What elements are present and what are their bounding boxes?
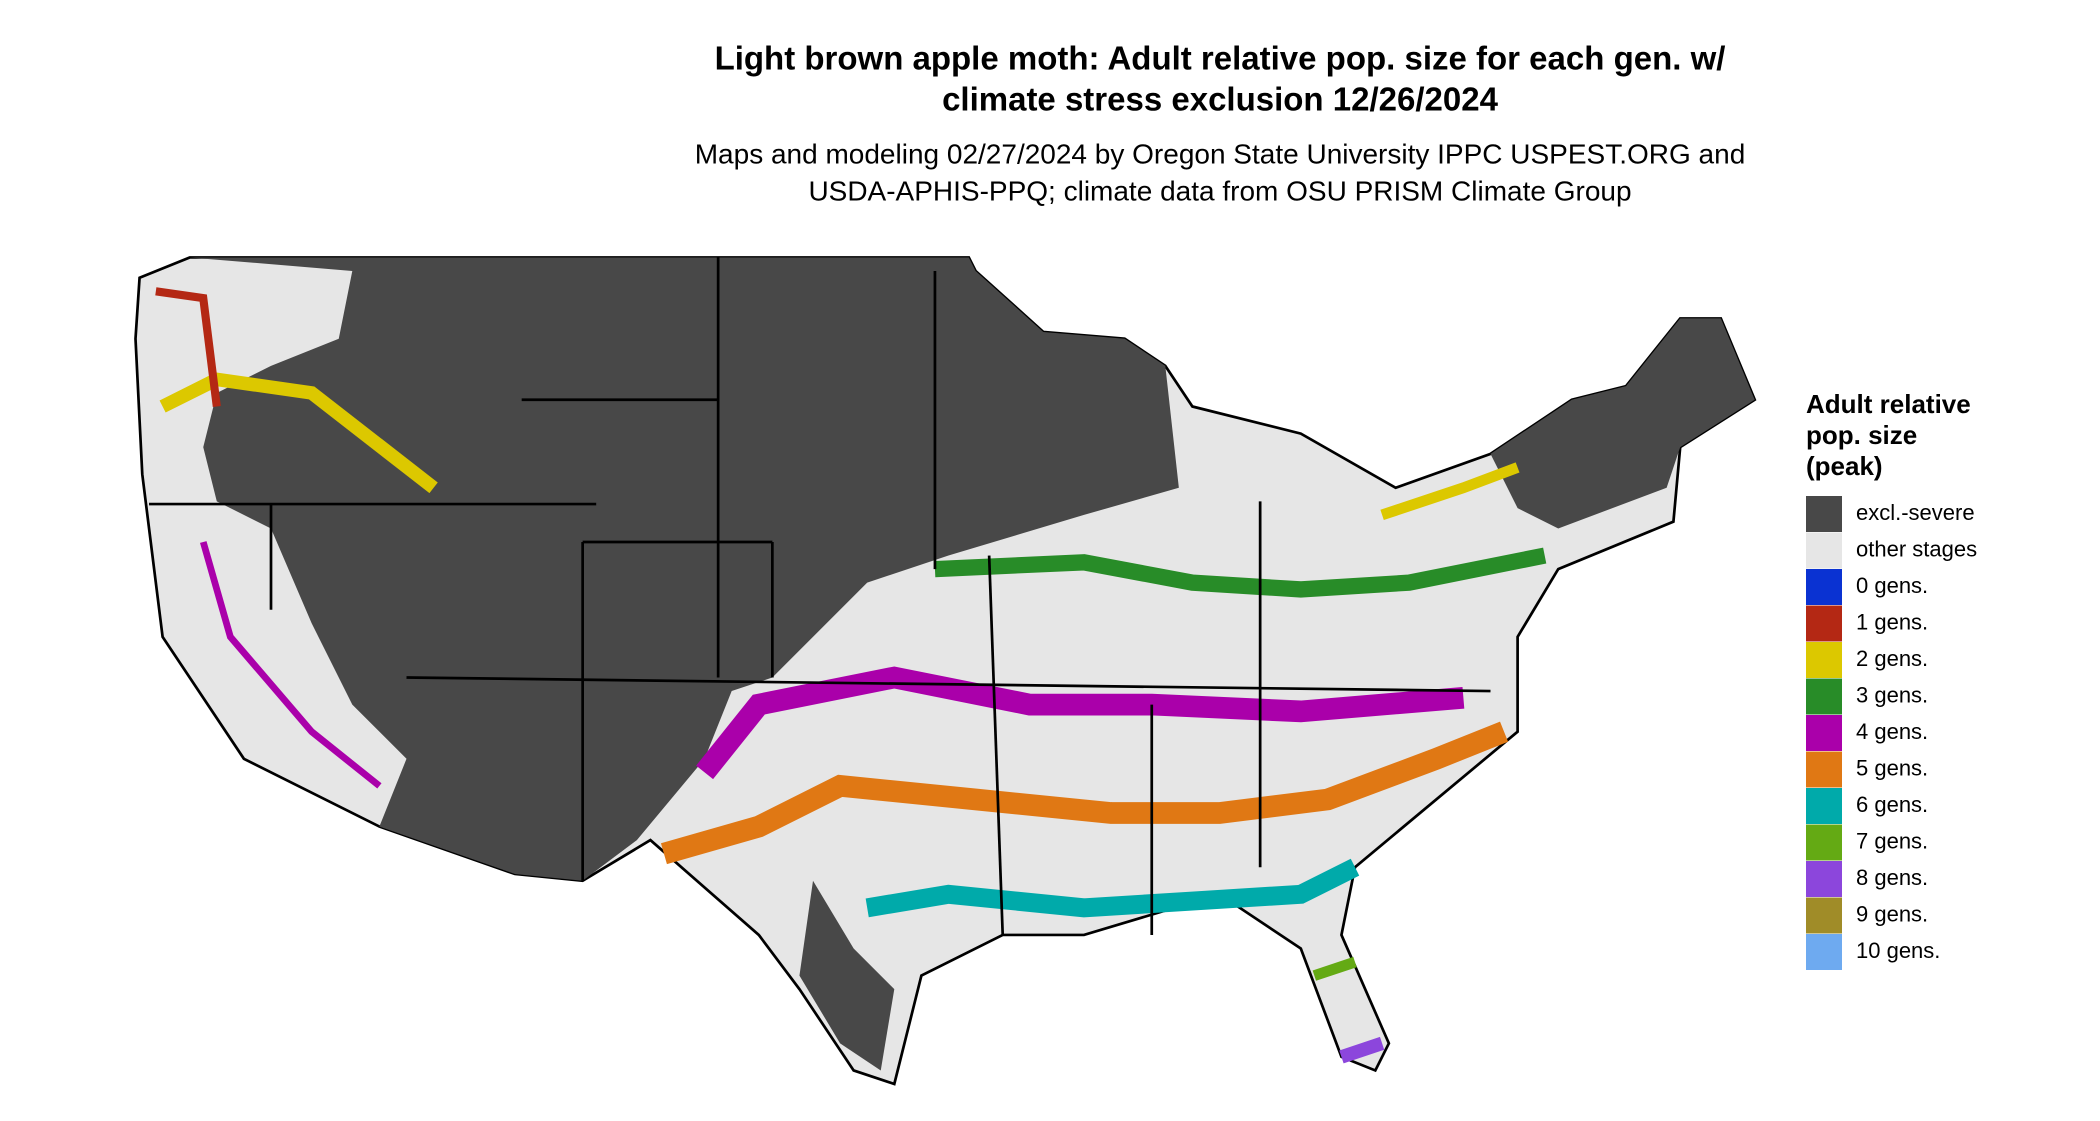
legend-title: Adult relative bbox=[1806, 389, 1971, 419]
band bbox=[155, 287, 221, 408]
band bbox=[660, 721, 1509, 865]
legend-label: 8 gens. bbox=[1856, 865, 1928, 890]
legend-label: 7 gens. bbox=[1856, 828, 1928, 853]
band bbox=[865, 858, 1360, 918]
band bbox=[159, 372, 438, 494]
legend-label: 9 gens. bbox=[1856, 901, 1928, 926]
legend-label: 1 gens. bbox=[1856, 609, 1928, 634]
legend-swatch bbox=[1806, 678, 1842, 715]
title-line: climate stress exclusion 12/26/2024 bbox=[942, 81, 1499, 118]
band bbox=[696, 666, 1465, 780]
legend-label: 4 gens. bbox=[1856, 719, 1928, 744]
legend-label: excl.-severe bbox=[1856, 500, 1975, 525]
us-map bbox=[134, 256, 1757, 1086]
band bbox=[1312, 956, 1357, 981]
legend-title: pop. size bbox=[1806, 420, 1917, 450]
legend-label: 10 gens. bbox=[1856, 938, 1940, 963]
legend-label: other stages bbox=[1856, 536, 1977, 561]
legend-swatch bbox=[1806, 642, 1842, 678]
legend-swatch bbox=[1806, 788, 1842, 824]
title-line: Light brown apple moth: Adult relative p… bbox=[715, 40, 1726, 77]
excluded-region bbox=[1490, 318, 1755, 529]
legend-swatch bbox=[1806, 496, 1842, 532]
state-borders bbox=[149, 257, 1491, 935]
excluded-region bbox=[189, 257, 1179, 881]
band bbox=[1339, 1036, 1385, 1064]
band bbox=[934, 547, 1547, 598]
legend-label: 6 gens. bbox=[1856, 792, 1928, 817]
band bbox=[1380, 462, 1520, 521]
legend-swatch bbox=[1806, 751, 1842, 788]
band bbox=[199, 541, 382, 789]
subtitle-line: USDA-APHIS-PPQ; climate data from OSU PR… bbox=[808, 175, 1631, 206]
legend-title: (peak) bbox=[1806, 451, 1883, 481]
legend-swatch bbox=[1806, 861, 1842, 897]
legend-swatch bbox=[1806, 532, 1842, 569]
legend-swatch bbox=[1806, 934, 1842, 970]
legend-swatch bbox=[1806, 569, 1842, 605]
excluded-region bbox=[799, 880, 895, 1071]
legend-swatch bbox=[1806, 605, 1842, 642]
legend-label: 3 gens. bbox=[1856, 682, 1928, 707]
legend-swatch bbox=[1806, 715, 1842, 751]
legend-label: 0 gens. bbox=[1856, 573, 1928, 598]
legend-label: 5 gens. bbox=[1856, 755, 1928, 780]
legend-swatch bbox=[1806, 897, 1842, 934]
legend-label: 2 gens. bbox=[1856, 646, 1928, 671]
legend-swatch bbox=[1806, 824, 1842, 861]
subtitle-line: Maps and modeling 02/27/2024 by Oregon S… bbox=[695, 138, 1746, 169]
